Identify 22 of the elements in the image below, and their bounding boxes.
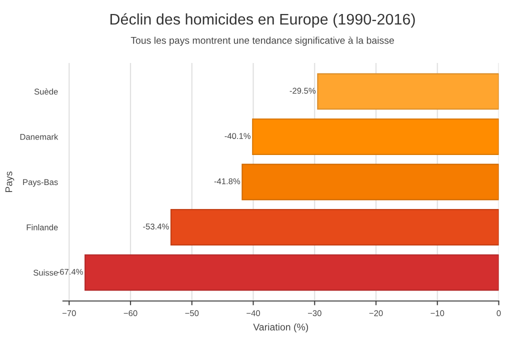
chart-subtitle: Tous les pays montrent une tendance significative à la baisse: [130, 36, 394, 46]
data-label: -40.1%: [224, 133, 251, 139]
y-tick-label: Pays-Bas: [23, 179, 58, 187]
x-tick-label: −40: [246, 310, 260, 316]
y-tick-label: Danemark: [20, 134, 58, 140]
y-tick-label: Suède: [34, 88, 58, 95]
data-label: -29.5%: [290, 88, 316, 94]
data-label: -41.8%: [214, 178, 240, 184]
data-label: -67.4%: [57, 268, 83, 275]
x-tick-label: 0: [496, 310, 501, 316]
x-tick-label: −70: [62, 310, 76, 316]
y-tick-label: Finlande: [26, 224, 58, 230]
y-axis-title: Pays: [5, 172, 14, 192]
chart-title: Déclin des homicides en Europe (1990-2016): [110, 13, 415, 28]
x-tick-label: −10: [430, 310, 444, 316]
x-tick-label: −30: [308, 310, 322, 316]
y-tick-label: Suisse: [34, 270, 58, 276]
x-tick-label: −20: [369, 310, 383, 316]
data-label: -53.4%: [143, 224, 169, 230]
x-axis-title: Variation (%): [253, 323, 308, 332]
x-tick-label: −50: [185, 310, 199, 316]
x-tick-label: −60: [124, 310, 138, 316]
